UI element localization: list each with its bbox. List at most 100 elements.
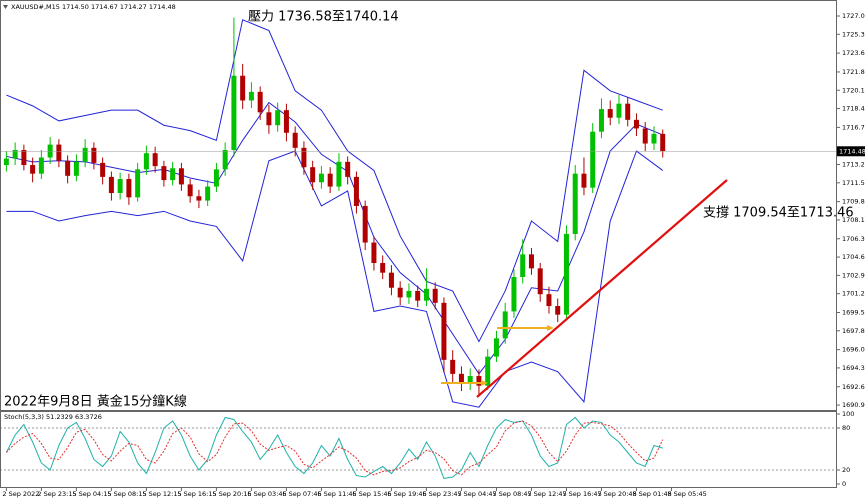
candle-body (161, 166, 167, 181)
y-tick-label: 1701.25 (842, 290, 865, 298)
candle-body (502, 311, 508, 339)
bollinger-band (6, 150, 664, 408)
x-tick-label: 2 Sep 23:15 (37, 490, 76, 498)
candle-body (3, 158, 9, 166)
candle-body (187, 184, 193, 197)
x-tick-label: 6 Sep 19:45 (387, 490, 426, 498)
x-tick-label: 5 Sep 12:15 (142, 490, 181, 498)
candle-body (196, 196, 202, 201)
x-tick-label: 6 Sep 23:45 (422, 490, 461, 498)
candle-body (607, 109, 613, 118)
bollinger-band (6, 19, 663, 343)
candle-body (73, 161, 79, 176)
y-tick-label: 1694.35 (842, 364, 865, 372)
candle-body (415, 290, 421, 301)
candle-body (423, 288, 429, 301)
y-tick-label: 1721.85 (842, 68, 865, 76)
candle-body (511, 276, 517, 312)
candle-body (275, 110, 281, 126)
candle-body (458, 373, 464, 384)
y-tick-label: 20 (842, 466, 850, 474)
bollinger-band (6, 101, 663, 375)
candle-body (555, 306, 561, 315)
candle-body (30, 165, 36, 174)
candle-body (485, 356, 491, 386)
candle-body (248, 91, 254, 101)
y-tick-label: 1727.05 (842, 12, 865, 20)
candle-body (292, 132, 298, 148)
candle-body (135, 169, 141, 198)
candle-body (450, 359, 456, 374)
candle-body (301, 147, 307, 168)
candle-body (170, 168, 176, 181)
stoch-line (5, 416, 663, 479)
resistance-note: 壓力 1736.58至1740.14 (248, 10, 399, 25)
candle-body (240, 75, 246, 101)
candle-body (467, 375, 473, 384)
candle-body (266, 112, 272, 126)
x-tick-label: 7 Sep 12:45 (527, 490, 566, 498)
candle-body (397, 287, 403, 298)
trend-line (476, 179, 728, 398)
candle-body (82, 147, 88, 162)
candle-body (213, 169, 219, 187)
candle-body (336, 161, 342, 187)
candle-body (178, 168, 184, 185)
y-tick-label: 1706.35 (842, 235, 865, 243)
y-tick-label: 100 (842, 410, 854, 418)
candle-body (108, 176, 114, 194)
candle-body (353, 176, 359, 206)
x-tick-label: 8 Sep 01:45 (632, 490, 671, 498)
candle-body (537, 268, 543, 295)
y-tick-label: 1725.35 (842, 30, 865, 38)
y-tick-label: 1690.90 (842, 401, 865, 409)
y-tick-label: 1718.45 (842, 105, 865, 113)
support-note: 支撐 1709.54至1713.46 (703, 206, 854, 221)
candle-body (283, 110, 289, 133)
candle-body (572, 173, 578, 234)
x-tick-label: 8 Sep 05:45 (667, 490, 706, 498)
stoch-frame (0, 411, 837, 488)
candle-body (520, 254, 526, 277)
candle-body (581, 173, 587, 188)
candle-body (371, 242, 377, 263)
candle-body (528, 254, 534, 269)
candle-body (362, 205, 368, 243)
y-tick-label: 1692.60 (842, 383, 865, 391)
candle-body (546, 294, 552, 307)
candle-body (616, 103, 622, 118)
candle-body (432, 288, 438, 303)
candle-body (406, 290, 412, 298)
x-tick-label: 6 Sep 03:45 (247, 490, 286, 498)
y-tick-label: 1697.80 (842, 327, 865, 335)
x-tick-label: 2 Sep 2022 (2, 490, 39, 498)
symbol-icon (3, 5, 8, 9)
candle-body (21, 149, 27, 166)
candle-body (633, 119, 639, 129)
candle-body (476, 375, 482, 386)
candle-body (388, 272, 394, 288)
last-price-label: 1714.48 (839, 147, 865, 155)
y-tick-label: 1702.95 (842, 271, 865, 279)
y-tick-label: 1711.55 (842, 179, 865, 187)
candle-body (345, 161, 351, 177)
stoch-line (6, 420, 664, 476)
candle-body (651, 133, 657, 144)
x-tick-label: 7 Sep 20:45 (597, 490, 636, 498)
price-panel (1, 17, 836, 408)
candle-body (380, 262, 386, 273)
x-tick-label: 7 Sep 16:45 (562, 490, 601, 498)
y-tick-label: 1713.25 (842, 161, 865, 169)
candle-body (318, 173, 324, 183)
y-tick-label: 1696.05 (842, 346, 865, 354)
candle-body (625, 103, 631, 120)
candle-body (598, 109, 604, 132)
x-tick-label: 5 Sep 08:15 (107, 490, 146, 498)
candle-body (38, 157, 44, 174)
x-tick-label: 6 Sep 07:45 (282, 490, 321, 498)
last-price-box (837, 146, 865, 157)
candle-body (231, 75, 237, 150)
y-tick-label: 1716.70 (842, 123, 865, 131)
y-tick-label: 1723.60 (842, 49, 865, 57)
